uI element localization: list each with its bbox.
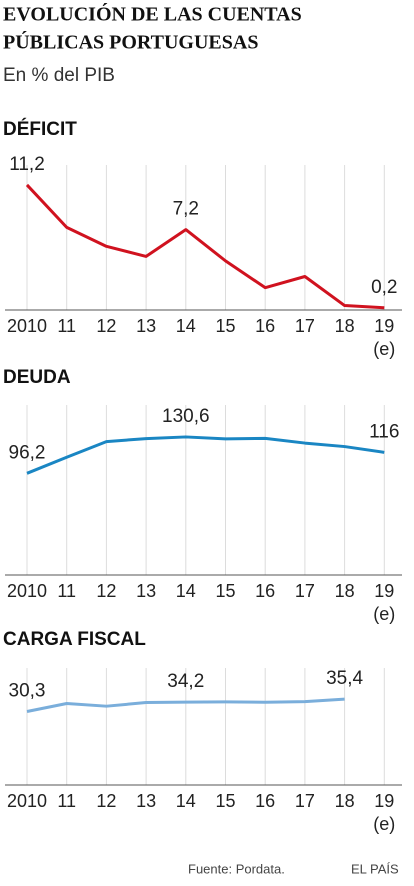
x-tick-label: 18 (335, 581, 355, 601)
x-tick-label: 13 (136, 581, 156, 601)
data-label: 30,3 (9, 681, 46, 702)
x-tick-label: 18 (335, 316, 355, 336)
annotation: (e) (373, 339, 395, 359)
x-tick-label: 14 (176, 316, 196, 336)
x-tick-label: 16 (255, 316, 275, 336)
data-label: 130,6 (162, 406, 210, 427)
x-tick-label: 17 (295, 581, 315, 601)
x-tick-label: 2010 (7, 316, 47, 336)
x-tick-label: 2010 (7, 581, 47, 601)
data-label: 7,2 (173, 199, 199, 220)
x-tick-label: 2010 (7, 791, 47, 811)
title-line: PÚBLICAS PORTUGUESAS (3, 30, 258, 54)
data-line (26, 435, 385, 475)
x-tick-label: 17 (295, 791, 315, 811)
x-tick-label: 13 (136, 316, 156, 336)
x-tick-label: 17 (295, 316, 315, 336)
x-tick-label: 13 (136, 791, 156, 811)
data-label: 35,4 (326, 668, 363, 689)
x-tick-label: 19 (374, 791, 394, 811)
x-tick-label: 19 (374, 316, 394, 336)
x-tick-label: 14 (176, 581, 196, 601)
data-label: 116 (369, 421, 399, 442)
x-tick-label: 12 (96, 316, 116, 336)
x-tick-label: 15 (215, 316, 235, 336)
data-line (26, 697, 345, 713)
data-label: 11,2 (9, 154, 45, 175)
title-line: EVOLUCIÓN DE LAS CUENTAS (3, 2, 302, 26)
data-label: 96,2 (9, 442, 46, 463)
annotation: (e) (373, 814, 395, 834)
section-title: CARGA FISCAL (3, 629, 146, 650)
x-tick-label: 16 (255, 791, 275, 811)
x-tick-label: 15 (215, 791, 235, 811)
source: Fuente: Pordata. (188, 861, 285, 876)
x-tick-label: 12 (96, 581, 116, 601)
subtitle: En % del PIB (3, 65, 115, 86)
x-tick-label: 18 (335, 791, 355, 811)
x-tick-label: 14 (176, 791, 196, 811)
x-tick-label: 11 (57, 316, 76, 336)
x-tick-label: 11 (57, 581, 76, 601)
section-title: DEUDA (3, 367, 71, 388)
data-label: 34,2 (167, 671, 204, 692)
data-label: 0,2 (371, 277, 397, 298)
x-tick-label: 16 (255, 581, 275, 601)
x-tick-label: 11 (57, 791, 76, 811)
x-tick-label: 15 (215, 581, 235, 601)
x-tick-label: 19 (374, 581, 394, 601)
annotation: (e) (373, 604, 395, 624)
data-line (25, 183, 385, 310)
credit: EL PAÍS (351, 861, 399, 876)
section-title: DÉFICIT (3, 118, 77, 140)
x-tick-label: 12 (96, 791, 116, 811)
